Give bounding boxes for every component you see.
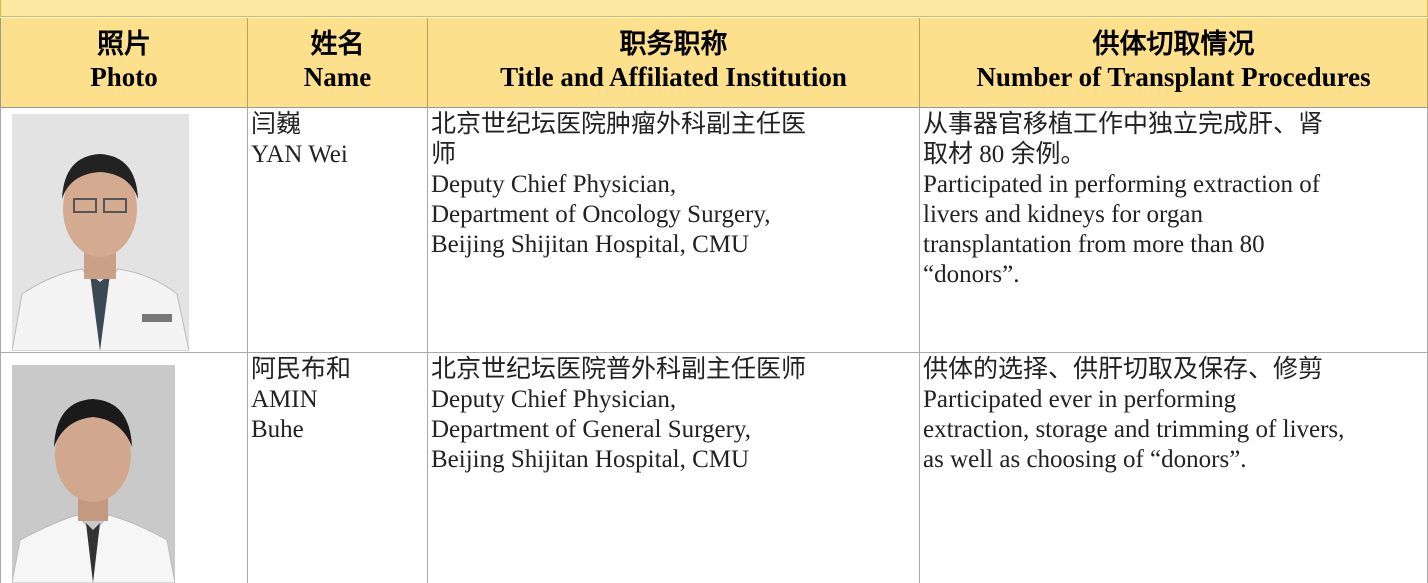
header-text: 供体切取情况 (1092, 29, 1255, 59)
cell-line: 阿民布和 (251, 356, 352, 383)
cell-line: “donors”. (923, 261, 1020, 288)
cell-line: 从事器官移植工作中独立完成肝、肾 (923, 111, 1324, 138)
photo-cell (0, 108, 248, 353)
cell-line: 师 (431, 141, 457, 168)
cell-line: Deputy Chief Physician, (431, 171, 677, 198)
cell-line: as well as choosing of “donors”. (923, 446, 1247, 473)
cell-line: Participated in performing extraction of (923, 171, 1321, 198)
photo-cell (0, 353, 248, 583)
cell-line: Beijing Shijitan Hospital, CMU (431, 231, 750, 258)
cell-line: Participated ever in performing (923, 386, 1237, 413)
header-text: 姓名 (310, 29, 365, 59)
header-text: Name (303, 62, 372, 92)
cell-line: Buhe (251, 416, 304, 443)
column-header: 照片 Photo (0, 18, 248, 108)
cell-line: YAN Wei (251, 141, 348, 168)
table-cell: 闫巍 YAN Wei (248, 108, 428, 353)
cell-line: 供体的选择、供肝切取及保存、修剪 (923, 356, 1324, 383)
column-header: 职务职称 Title and Affiliated Institution (428, 18, 920, 108)
photo (12, 114, 189, 351)
table-cell: 阿民布和 AMIN Buhe (248, 353, 428, 583)
photo (12, 365, 175, 583)
cell-line: livers and kidneys for organ (923, 201, 1204, 228)
cell-line: 北京世纪坛医院肿瘤外科副主任医 (431, 111, 807, 138)
cell-line: AMIN (251, 386, 318, 413)
cell-line: extraction, storage and trimming of live… (923, 416, 1345, 443)
cell-line: 北京世纪坛医院普外科副主任医师 (431, 356, 807, 383)
table-cell: 北京世纪坛医院肿瘤外科副主任医师 Deputy Chief Physician, D… (428, 108, 920, 353)
header-text: 职务职称 (619, 29, 728, 59)
header-text: Number of Transplant Procedures (976, 62, 1371, 92)
table-cell: 从事器官移植工作中独立完成肝、肾 取材 80 余例。 Participated in… (920, 108, 1428, 353)
cell-line: Deputy Chief Physician, (431, 386, 677, 413)
cell-line: transplantation from more than 80 (923, 231, 1265, 258)
cell-line: Beijing Shijitan Hospital, CMU (431, 446, 750, 473)
header-text: Title and Affiliated Institution (500, 62, 847, 92)
cell-line: Department of Oncology Surgery, (431, 201, 771, 228)
table-cell: 北京世纪坛医院普外科副主任医师 Deputy Chief Physician, De… (428, 353, 920, 583)
table-cell: 供体的选择、供肝切取及保存、修剪 Participated ever in per… (920, 353, 1428, 583)
column-header: 供体切取情况 Number of Transplant Procedures (920, 18, 1428, 108)
top-band (0, 0, 1428, 17)
header-text: Photo (90, 62, 158, 92)
column-header: 姓名 Name (248, 18, 428, 108)
cell-line: Department of General Surgery, (431, 416, 752, 443)
header-text: 照片 (97, 29, 151, 59)
cell-line: 闫巍 (251, 111, 302, 138)
cell-line: 取材 80 余例。 (923, 141, 1086, 168)
